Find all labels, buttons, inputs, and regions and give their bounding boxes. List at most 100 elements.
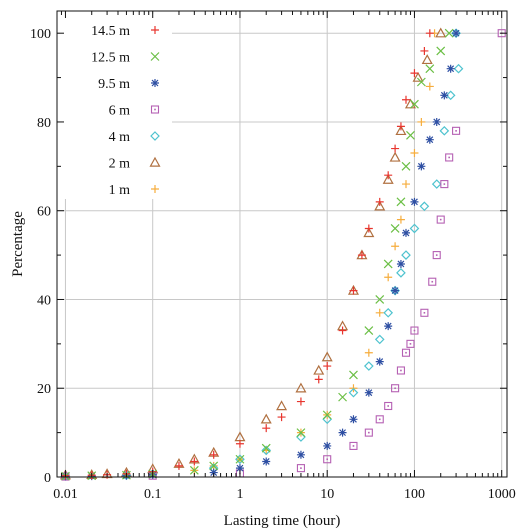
data-point: [375, 357, 384, 366]
y-tick-label: 0: [44, 471, 51, 486]
legend-item: 6 m: [109, 104, 160, 119]
data-point: [364, 326, 374, 335]
data-point: [410, 149, 419, 158]
data-point: [349, 415, 358, 424]
data-point: [322, 410, 332, 420]
x-tick-label: 1000: [488, 487, 516, 502]
data-point: [396, 197, 406, 207]
data-point: [391, 144, 400, 153]
ticks: 0.01 0.1 1 10 100 1000 0 20 40 60 80 100: [30, 11, 516, 502]
data-point: [383, 259, 393, 269]
legend-item: 9.5 m: [98, 77, 159, 92]
data-point: [323, 441, 332, 450]
data-point: [375, 197, 384, 206]
data-point: [262, 424, 271, 433]
legend: 14.5 m 12.5 m 9.5 m 6 m 4 m 2 m 1 m: [91, 24, 161, 198]
data-point: [436, 215, 445, 224]
data-point: [421, 54, 433, 65]
legend-marker: [150, 52, 160, 61]
data-point: [314, 375, 323, 384]
x-tick-label: 10: [320, 487, 334, 502]
x-tick-label: 100: [404, 487, 425, 502]
x-tick-label: 0.1: [144, 487, 162, 502]
data-point: [349, 441, 358, 450]
data-point: [439, 125, 450, 136]
data-point: [321, 351, 333, 362]
data-point: [396, 259, 405, 268]
data-point: [390, 224, 400, 233]
data-point: [260, 413, 272, 424]
legend-label: 9.5 m: [98, 77, 130, 92]
series-14-5-m: [61, 29, 434, 480]
data-point: [445, 153, 454, 162]
data-point: [417, 117, 426, 126]
data-point: [391, 286, 400, 295]
data-point: [401, 95, 410, 104]
data-point: [396, 122, 405, 131]
data-point: [432, 117, 441, 126]
x-tick-label: 0.01: [53, 487, 78, 502]
data-point: [410, 197, 419, 206]
y-axis-label: Percentage: [10, 211, 26, 277]
grid: [57, 11, 507, 478]
legend-label: 2 m: [109, 157, 131, 172]
data-point: [391, 242, 400, 251]
data-point: [338, 392, 347, 402]
legend-marker: [149, 156, 161, 167]
data-point: [452, 126, 461, 135]
data-point: [338, 326, 347, 335]
y-tick-label: 40: [37, 293, 51, 308]
data-point: [384, 322, 393, 331]
x-tick-label: 1: [236, 487, 243, 502]
data-point: [410, 326, 419, 335]
data-point: [296, 450, 305, 459]
legend-label: 6 m: [109, 104, 131, 119]
data-point: [235, 439, 244, 448]
data-point: [323, 362, 332, 371]
data-point: [261, 443, 271, 453]
data-point: [374, 200, 386, 211]
data-point: [401, 180, 410, 189]
y-tick-label: 60: [37, 205, 51, 220]
data-point: [440, 180, 449, 189]
data-point: [190, 457, 199, 466]
data-point: [357, 251, 366, 260]
data-point: [348, 387, 359, 398]
data-point: [406, 130, 415, 140]
y-tick-label: 100: [30, 27, 51, 42]
data-point: [313, 364, 325, 375]
data-point: [375, 295, 385, 304]
legend-marker: [151, 79, 159, 87]
data-point: [364, 348, 373, 357]
data-point: [445, 90, 456, 101]
legend-item: 4 m: [109, 130, 160, 145]
data-point: [375, 308, 384, 317]
y-tick-label: 20: [37, 382, 51, 397]
data-point: [401, 348, 411, 357]
data-point: [417, 162, 426, 171]
data-point: [209, 450, 218, 459]
data-point: [277, 413, 286, 422]
data-point: [389, 151, 401, 162]
x-axis-label: Lasting time (hour): [224, 513, 341, 529]
data-point: [375, 415, 384, 424]
data-point: [383, 307, 394, 318]
data-point: [425, 82, 434, 91]
data-point: [444, 28, 454, 38]
data-point: [338, 428, 347, 437]
data-point: [189, 465, 199, 475]
data-point: [364, 388, 373, 397]
data-point: [364, 428, 373, 437]
data-point: [409, 223, 420, 234]
legend-item: 2 m: [109, 156, 161, 172]
data-point: [406, 339, 415, 348]
data-point: [295, 382, 307, 393]
data-point: [396, 215, 405, 224]
legend-marker: [151, 26, 159, 34]
data-point: [396, 267, 406, 278]
data-point: [396, 366, 405, 375]
data-point: [296, 464, 305, 473]
data-point: [395, 125, 407, 136]
data-point: [296, 428, 306, 438]
